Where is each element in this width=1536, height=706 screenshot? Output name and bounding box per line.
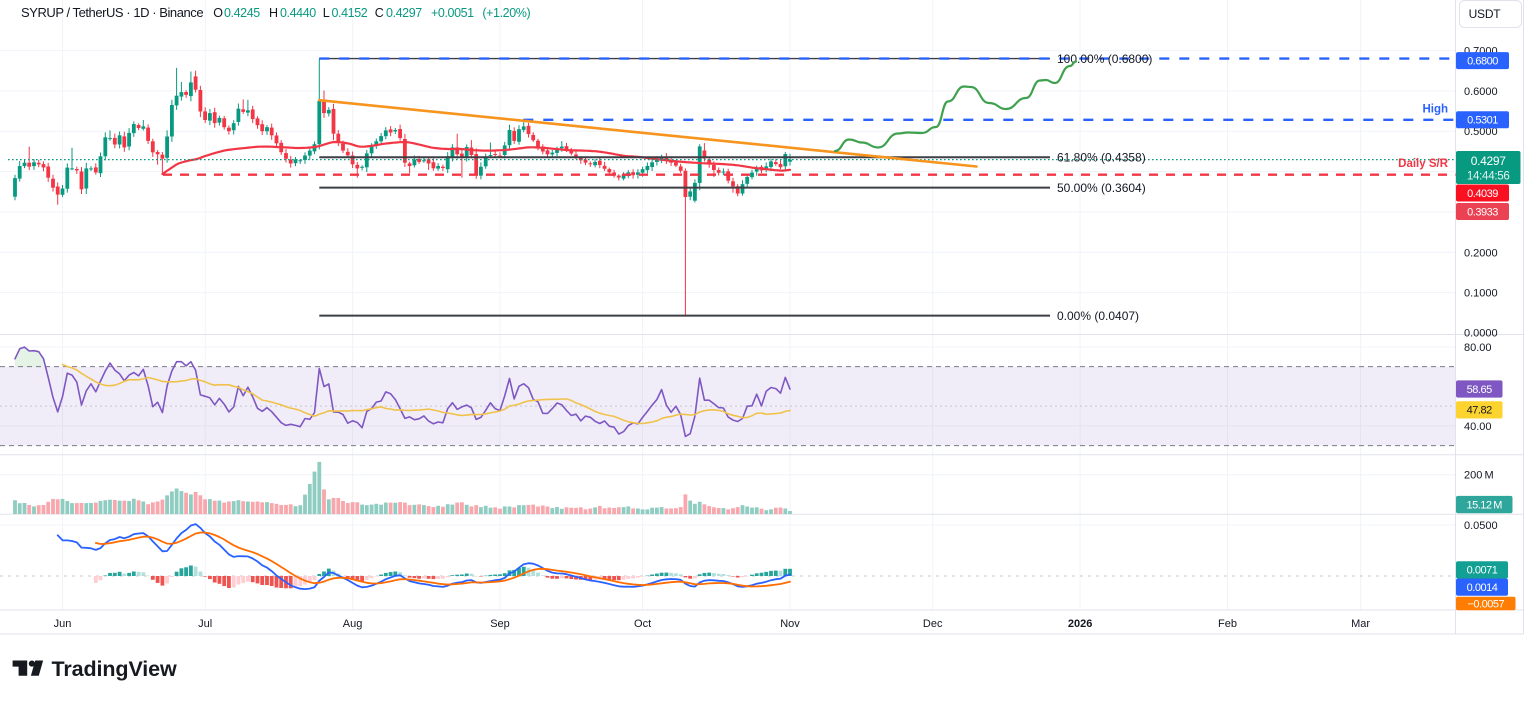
svg-text:Sep: Sep bbox=[490, 618, 510, 630]
svg-text:Nov: Nov bbox=[780, 618, 800, 630]
svg-text:15.12 M: 15.12 M bbox=[1466, 499, 1502, 511]
svg-text:0.6800: 0.6800 bbox=[1467, 55, 1498, 67]
svg-text:0.5301: 0.5301 bbox=[1467, 115, 1498, 127]
svg-text:Oct: Oct bbox=[634, 618, 651, 630]
svg-text:100.00% (0.6800): 100.00% (0.6800) bbox=[1057, 52, 1152, 66]
svg-text:50.00% (0.3604): 50.00% (0.3604) bbox=[1057, 181, 1146, 195]
svg-text:SYRUP / TetherUS · 1D · Binanc: SYRUP / TetherUS · 1D · Binance bbox=[21, 5, 203, 20]
svg-text:0.0500: 0.0500 bbox=[1464, 520, 1498, 532]
svg-text:Feb: Feb bbox=[1218, 618, 1237, 630]
svg-text:High: High bbox=[1422, 104, 1448, 116]
svg-text:0.4297: 0.4297 bbox=[1471, 154, 1507, 168]
svg-text:+0.0051: +0.0051 bbox=[431, 6, 474, 20]
svg-text:80.00: 80.00 bbox=[1464, 342, 1492, 354]
svg-text:0.4245: 0.4245 bbox=[224, 6, 260, 20]
svg-text:0.1000: 0.1000 bbox=[1464, 288, 1498, 300]
svg-text:Mar: Mar bbox=[1351, 618, 1370, 630]
svg-text:(+1.20%): (+1.20%) bbox=[482, 6, 530, 20]
svg-text:2026: 2026 bbox=[1068, 618, 1092, 630]
svg-text:0.0071: 0.0071 bbox=[1467, 565, 1498, 577]
svg-text:C: C bbox=[375, 6, 384, 20]
svg-text:L: L bbox=[323, 6, 330, 20]
svg-text:58.65: 58.65 bbox=[1467, 384, 1492, 396]
svg-text:O: O bbox=[213, 6, 223, 20]
svg-text:0.4152: 0.4152 bbox=[332, 6, 368, 20]
svg-text:H: H bbox=[269, 6, 278, 20]
svg-text:0.00% (0.0407): 0.00% (0.0407) bbox=[1057, 309, 1139, 323]
svg-text:Daily S/R: Daily S/R bbox=[1398, 158, 1449, 170]
svg-text:0.0000: 0.0000 bbox=[1464, 328, 1498, 340]
svg-text:47.82: 47.82 bbox=[1467, 405, 1492, 417]
svg-text:TradingView: TradingView bbox=[52, 657, 178, 681]
svg-text:0.0014: 0.0014 bbox=[1467, 582, 1498, 594]
svg-text:40.00: 40.00 bbox=[1464, 421, 1492, 433]
svg-text:200 M: 200 M bbox=[1464, 470, 1494, 482]
svg-text:0.5000: 0.5000 bbox=[1464, 126, 1498, 138]
svg-text:0.2000: 0.2000 bbox=[1464, 247, 1498, 259]
svg-text:61.80% (0.4358): 61.80% (0.4358) bbox=[1057, 151, 1146, 165]
svg-text:0.4039: 0.4039 bbox=[1467, 188, 1498, 200]
svg-text:0.4440: 0.4440 bbox=[280, 6, 316, 20]
svg-text:Dec: Dec bbox=[923, 618, 943, 630]
svg-text:USDT: USDT bbox=[1469, 7, 1502, 21]
svg-text:Jun: Jun bbox=[54, 618, 72, 630]
svg-text:0.6000: 0.6000 bbox=[1464, 86, 1498, 98]
svg-text:14:44:56: 14:44:56 bbox=[1467, 170, 1510, 183]
svg-text:0.3933: 0.3933 bbox=[1467, 206, 1498, 218]
svg-text:Aug: Aug bbox=[343, 618, 363, 630]
svg-text:Jul: Jul bbox=[198, 618, 212, 630]
svg-text:−0.0057: −0.0057 bbox=[1468, 598, 1505, 610]
svg-text:0.4297: 0.4297 bbox=[386, 6, 422, 20]
